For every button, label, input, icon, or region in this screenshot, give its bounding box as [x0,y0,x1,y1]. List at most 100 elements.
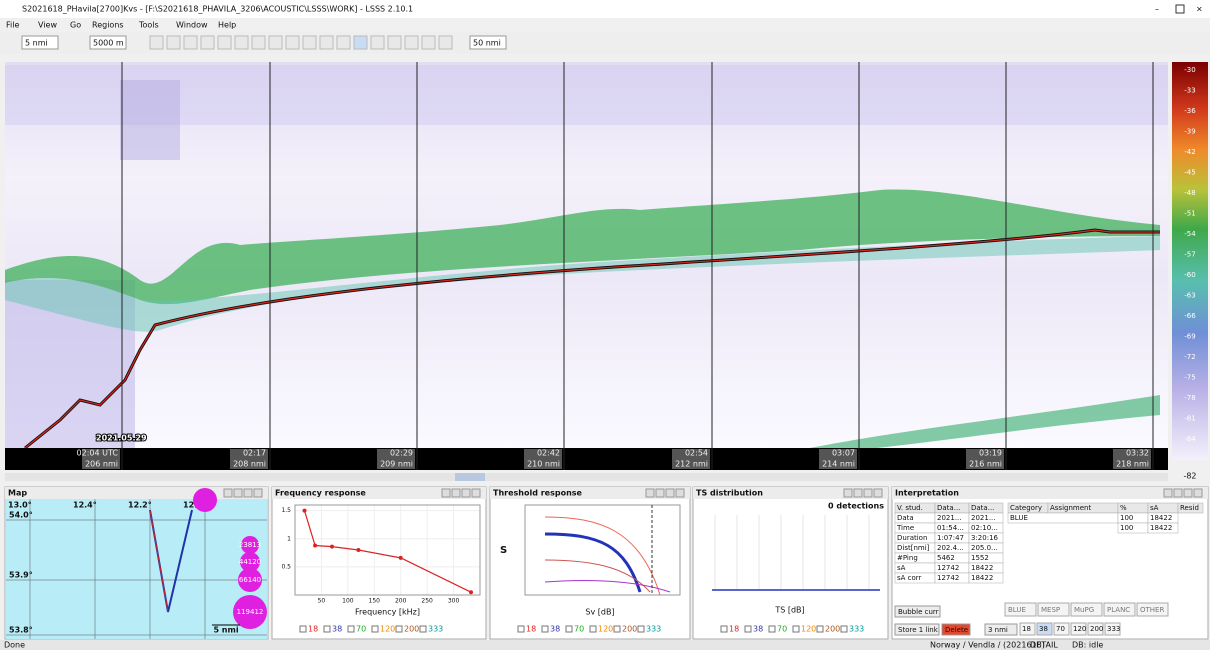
freq-button-label[interactable]: 333 [1107,625,1120,633]
freq-checkbox[interactable] [347,625,355,633]
freq-checkbox[interactable] [565,625,573,633]
panel-button[interactable] [645,488,655,498]
tool-button[interactable] [149,35,164,50]
freq-label[interactable]: 200 [404,625,419,634]
button[interactable] [984,623,1018,636]
freq-label[interactable]: 120 [801,625,816,634]
panel-button[interactable] [223,488,233,498]
toolbar-label[interactable]: 5 nmi [25,39,48,48]
freq-checkbox[interactable] [720,625,728,633]
category-button[interactable] [1037,602,1070,617]
tool-button[interactable] [285,35,300,50]
freq-label[interactable]: 120 [598,625,613,634]
button-label[interactable]: Delete [945,626,968,634]
freq-button-label[interactable]: 70 [1056,625,1065,633]
scrollbar[interactable] [5,473,1168,481]
freq-button-label[interactable]: 200 [1090,625,1103,633]
panel-button[interactable] [1163,488,1173,498]
freq-label[interactable]: 70 [574,625,584,634]
tool-button[interactable] [438,35,453,50]
panel-button[interactable] [665,488,675,498]
panel-button[interactable] [655,488,665,498]
freq-checkbox[interactable] [371,625,379,633]
tool-button[interactable] [251,35,266,50]
freq-checkbox[interactable] [589,625,597,633]
freq-label[interactable]: 38 [753,625,763,634]
category-label[interactable]: MuPG [1074,606,1094,614]
panel-button[interactable] [853,488,863,498]
panel-button[interactable] [253,488,263,498]
category-button[interactable] [1103,602,1136,617]
freq-label[interactable]: 200 [622,625,637,634]
freq-label[interactable]: 18 [729,625,739,634]
panel-button[interactable] [441,488,451,498]
freq-checkbox[interactable] [541,625,549,633]
button[interactable] [894,623,940,636]
panel-button[interactable] [1193,488,1203,498]
freq-label[interactable]: 18 [308,625,318,634]
category-label[interactable]: BLUE [1008,606,1026,614]
freq-label[interactable]: 70 [777,625,787,634]
category-button[interactable] [1136,602,1169,617]
tool-button[interactable] [370,35,385,50]
freq-label[interactable]: 38 [550,625,560,634]
tool-button[interactable] [353,35,368,50]
panel-button[interactable] [1183,488,1193,498]
panel-button[interactable] [451,488,461,498]
toolbar-field[interactable] [469,35,507,50]
freq-button[interactable] [1053,622,1070,636]
freq-checkbox[interactable] [816,625,824,633]
toolbar-field[interactable] [89,35,127,50]
freq-button[interactable] [1104,622,1121,636]
freq-button-label[interactable]: 38 [1039,625,1048,633]
freq-checkbox[interactable] [637,625,645,633]
tool-button[interactable] [319,35,334,50]
menu-item[interactable]: Tools [138,21,159,30]
panel-button[interactable] [233,488,243,498]
panel-button[interactable] [675,488,685,498]
freq-checkbox[interactable] [768,625,776,633]
freq-checkbox[interactable] [419,625,427,633]
freq-checkbox[interactable] [613,625,621,633]
panel-button[interactable] [843,488,853,498]
freq-button[interactable] [1070,622,1087,636]
tool-button[interactable] [200,35,215,50]
tool-button[interactable] [387,35,402,50]
freq-checkbox[interactable] [792,625,800,633]
freq-checkbox[interactable] [744,625,752,633]
panel-button[interactable] [873,488,883,498]
freq-checkbox[interactable] [299,625,307,633]
freq-button[interactable] [1087,622,1104,636]
tool-button[interactable] [421,35,436,50]
panel-button[interactable] [243,488,253,498]
button-label[interactable]: Bubble curr [898,608,939,616]
menu-item[interactable]: Go [70,21,81,30]
tool-button[interactable] [302,35,317,50]
freq-label[interactable]: 18 [526,625,536,634]
panel-button[interactable] [461,488,471,498]
panel-button[interactable] [863,488,873,498]
category-button[interactable] [1070,602,1103,617]
freq-label[interactable]: 333 [849,625,864,634]
menu-item[interactable]: Window [176,21,208,30]
close[interactable]: × [1196,5,1203,14]
tool-button[interactable] [166,35,181,50]
freq-button[interactable] [1019,622,1036,636]
freq-button-label[interactable]: 18 [1022,625,1031,633]
minimize[interactable]: – [1155,5,1159,14]
tool-button[interactable] [183,35,198,50]
freq-checkbox[interactable] [395,625,403,633]
category-label[interactable]: MESP [1041,606,1060,614]
toolbar-label[interactable]: 5000 m [93,39,124,48]
toolbar-label[interactable]: 50 nmi [473,39,501,48]
menu-item[interactable]: View [38,21,57,30]
freq-label[interactable]: 70 [356,625,366,634]
category-label[interactable]: PLANC [1107,606,1130,614]
tool-button[interactable] [336,35,351,50]
button-label[interactable]: Store 1 link [898,626,939,634]
freq-label[interactable]: 333 [646,625,661,634]
menu-item[interactable]: Regions [92,21,124,30]
scroll-thumb[interactable] [455,473,485,481]
freq-label[interactable]: 120 [380,625,395,634]
category-label[interactable]: OTHER [1140,606,1164,614]
